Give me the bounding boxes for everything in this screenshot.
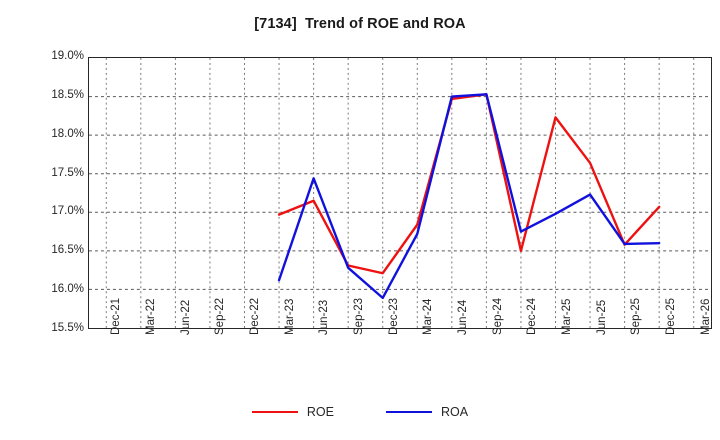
x-axis-tick-label: Dec-23 bbox=[387, 297, 400, 335]
y-axis-tick-label: 18.5% bbox=[51, 88, 84, 101]
legend-item-roe[interactable]: ROE bbox=[251, 405, 334, 419]
data-series-layer bbox=[277, 93, 661, 300]
x-axis-tick-label: Dec-22 bbox=[249, 297, 261, 335]
x-axis-tick-label: Dec-24 bbox=[526, 297, 539, 335]
legend-item-roa[interactable]: ROA bbox=[386, 405, 468, 419]
x-axis-tick-label: Mar-24 bbox=[422, 298, 435, 335]
y-axis-tick-label: 17.5% bbox=[51, 166, 84, 179]
legend-label: ROE bbox=[306, 405, 334, 419]
x-axis-tick-label: Mar-23 bbox=[283, 298, 296, 335]
x-axis-tick-label: Sep-22 bbox=[214, 297, 227, 335]
legend-swatch-roa bbox=[386, 411, 432, 413]
y-axis-tick-label: 16.0% bbox=[51, 283, 84, 296]
plot-area bbox=[88, 57, 712, 329]
chart-legend: ROE ROA bbox=[0, 405, 720, 419]
legend-swatch-roe bbox=[251, 411, 298, 413]
x-axis-tick-label: Jun-25 bbox=[595, 299, 608, 335]
series-line-roa bbox=[277, 93, 661, 300]
x-axis-tick-label: Dec-21 bbox=[110, 297, 123, 335]
y-axis-tick-label: 16.5% bbox=[51, 244, 84, 257]
x-axis-tick-label: Dec-25 bbox=[665, 297, 677, 335]
x-axis-tick-label: Jun-23 bbox=[318, 299, 331, 335]
y-axis-tick-label: 17.0% bbox=[51, 205, 84, 218]
x-axis-tick-label: Mar-25 bbox=[561, 298, 573, 335]
x-axis-tick-label: Mar-22 bbox=[145, 298, 157, 335]
y-axis-tick-label: 19.0% bbox=[51, 50, 84, 62]
x-axis-tick-label: Jun-24 bbox=[457, 299, 469, 335]
y-axis-tick-label: 18.0% bbox=[51, 127, 84, 140]
chart-title: [7134] Trend of ROE and ROA bbox=[254, 16, 466, 32]
x-axis-tick-label: Sep-23 bbox=[353, 297, 365, 335]
y-axis-tick-label: 15.5% bbox=[51, 322, 84, 334]
x-axis-tick-label: Jun-22 bbox=[179, 299, 192, 335]
x-axis-tick-label: Sep-24 bbox=[491, 297, 504, 335]
y-axis-tick-labels: 19.0% 18.5% 18.0% 17.5% 17.0% 16.5% 16.0% 15.5% bbox=[28, 0, 84, 440]
x-axis-tick-label: Sep-25 bbox=[630, 297, 643, 335]
legend-label: ROA bbox=[441, 405, 469, 419]
x-axis-tick-label: Mar-26 bbox=[699, 298, 712, 335]
